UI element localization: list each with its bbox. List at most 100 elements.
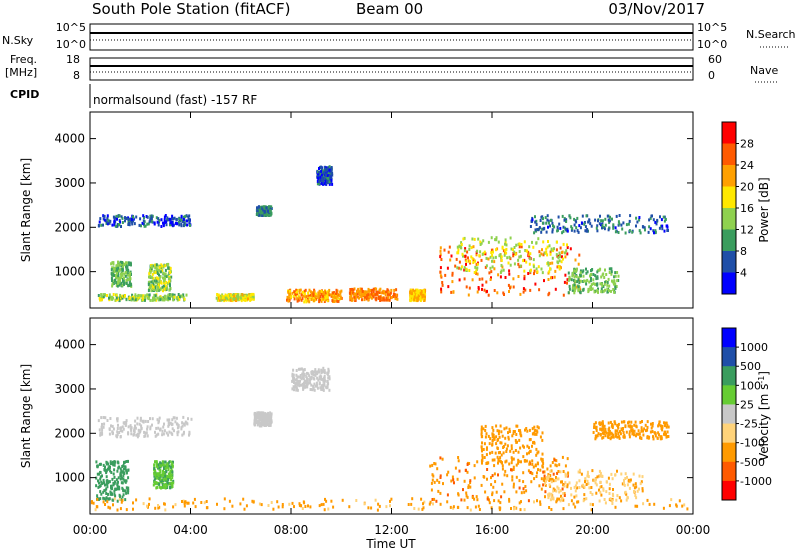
heatmap-cell (258, 424, 261, 428)
heatmap-cell (494, 451, 497, 455)
heatmap-cell (595, 483, 598, 487)
heatmap-cell (629, 478, 632, 482)
heatmap-cell (321, 297, 324, 301)
heatmap-cell (517, 458, 520, 462)
xaxis-label: Time UT (365, 537, 416, 551)
heatmap-cell (552, 472, 555, 476)
heatmap-cell (316, 370, 319, 374)
heatmap-cell (164, 276, 167, 280)
heatmap-cell (666, 423, 669, 427)
heatmap-cell (108, 221, 111, 225)
heatmap-cell (476, 272, 479, 276)
heatmap-cell (132, 501, 134, 505)
heatmap-cell (478, 277, 481, 281)
heatmap-cell (615, 285, 618, 288)
heatmap-cell (102, 496, 105, 500)
heatmap-cell (599, 471, 602, 475)
heatmap-cell (534, 220, 537, 224)
heatmap-cell (319, 374, 322, 378)
heatmap-cell (439, 476, 442, 479)
heatmap-cell (122, 265, 124, 269)
heatmap-cell (268, 419, 271, 423)
heatmap-cell (630, 428, 633, 432)
heatmap-cell (550, 495, 553, 498)
heatmap-cell (580, 472, 583, 476)
heatmap-cell (320, 371, 323, 375)
heatmap-cell (513, 246, 516, 249)
heatmap-cell (307, 504, 309, 508)
heatmap-cell (325, 296, 327, 300)
heatmap-cell (636, 489, 639, 493)
heatmap-cell (493, 458, 496, 462)
heatmap-cell (115, 273, 118, 277)
heatmap-cell (117, 297, 120, 301)
cpid-mode: normalsound (fast) -157 RF (93, 93, 257, 107)
heatmap-cell (617, 279, 620, 282)
heatmap-cell (149, 219, 152, 223)
heatmap-cell (563, 492, 566, 496)
heatmap-cell (452, 478, 455, 482)
heatmap-cell (599, 490, 602, 494)
heatmap-cell (510, 444, 513, 448)
heatmap-cell (626, 483, 629, 487)
heatmap-cell (512, 450, 515, 454)
heatmap-cell (606, 281, 609, 284)
heatmap-cell (102, 295, 105, 299)
heatmap-cell (552, 224, 554, 228)
heatmap-cell (309, 505, 312, 509)
heatmap-cell (500, 264, 503, 267)
heatmap-cell (182, 217, 185, 221)
heatmap-cell (99, 497, 102, 501)
heatmap-cell (265, 423, 268, 427)
heatmap-cell (226, 297, 229, 301)
heatmap-cell (142, 219, 145, 223)
heatmap-cell (610, 272, 613, 276)
heatmap-cell (678, 499, 681, 503)
heatmap-cell (124, 480, 127, 484)
heatmap-cell (186, 219, 188, 223)
heatmap-cell (616, 494, 619, 498)
heatmap-cell (127, 476, 130, 480)
colorbar-swatch (722, 347, 736, 367)
colorbar-swatch (722, 186, 736, 209)
heatmap-cell (648, 218, 651, 222)
heatmap-cell (586, 470, 589, 474)
heatmap-cell (547, 225, 549, 229)
heatmap-cell (608, 487, 611, 491)
heatmap-cell (557, 487, 560, 491)
heatmap-cell (637, 429, 640, 433)
heatmap-cell (531, 427, 534, 431)
heatmap-cell (639, 420, 642, 424)
heatmap-cell (150, 280, 153, 284)
heatmap-cell (469, 261, 472, 265)
heatmap-cell (659, 424, 662, 428)
heatmap-cell (686, 507, 689, 511)
heatmap-cell (175, 217, 178, 221)
heatmap-cell (509, 286, 511, 290)
heatmap-cell (563, 217, 566, 221)
heatmap-cell (148, 275, 150, 279)
heatmap-cell (454, 264, 457, 268)
heatmap-cell (182, 293, 185, 297)
heatmap-cell (161, 433, 164, 437)
heatmap-cell (339, 291, 342, 295)
heatmap-cell (409, 296, 412, 300)
heatmap-cell (118, 214, 121, 218)
heatmap-cell (596, 434, 599, 438)
heatmap-cell (157, 463, 159, 467)
heatmap-cell (505, 251, 508, 255)
heatmap-cell (446, 500, 449, 504)
heatmap-cell (491, 426, 494, 430)
heatmap-cell (497, 432, 500, 436)
heatmap-cell (143, 298, 146, 302)
heatmap-cell (335, 288, 338, 292)
heatmap-cell (118, 465, 121, 469)
heatmap-cell (607, 218, 610, 222)
heatmap-cell (624, 231, 627, 235)
heatmap-cell (117, 279, 120, 282)
heatmap-cell (424, 293, 427, 297)
heatmap-cell (606, 287, 609, 291)
heatmap-cell (574, 258, 577, 262)
heatmap-cell (267, 411, 270, 415)
heatmap-cell (566, 246, 569, 249)
